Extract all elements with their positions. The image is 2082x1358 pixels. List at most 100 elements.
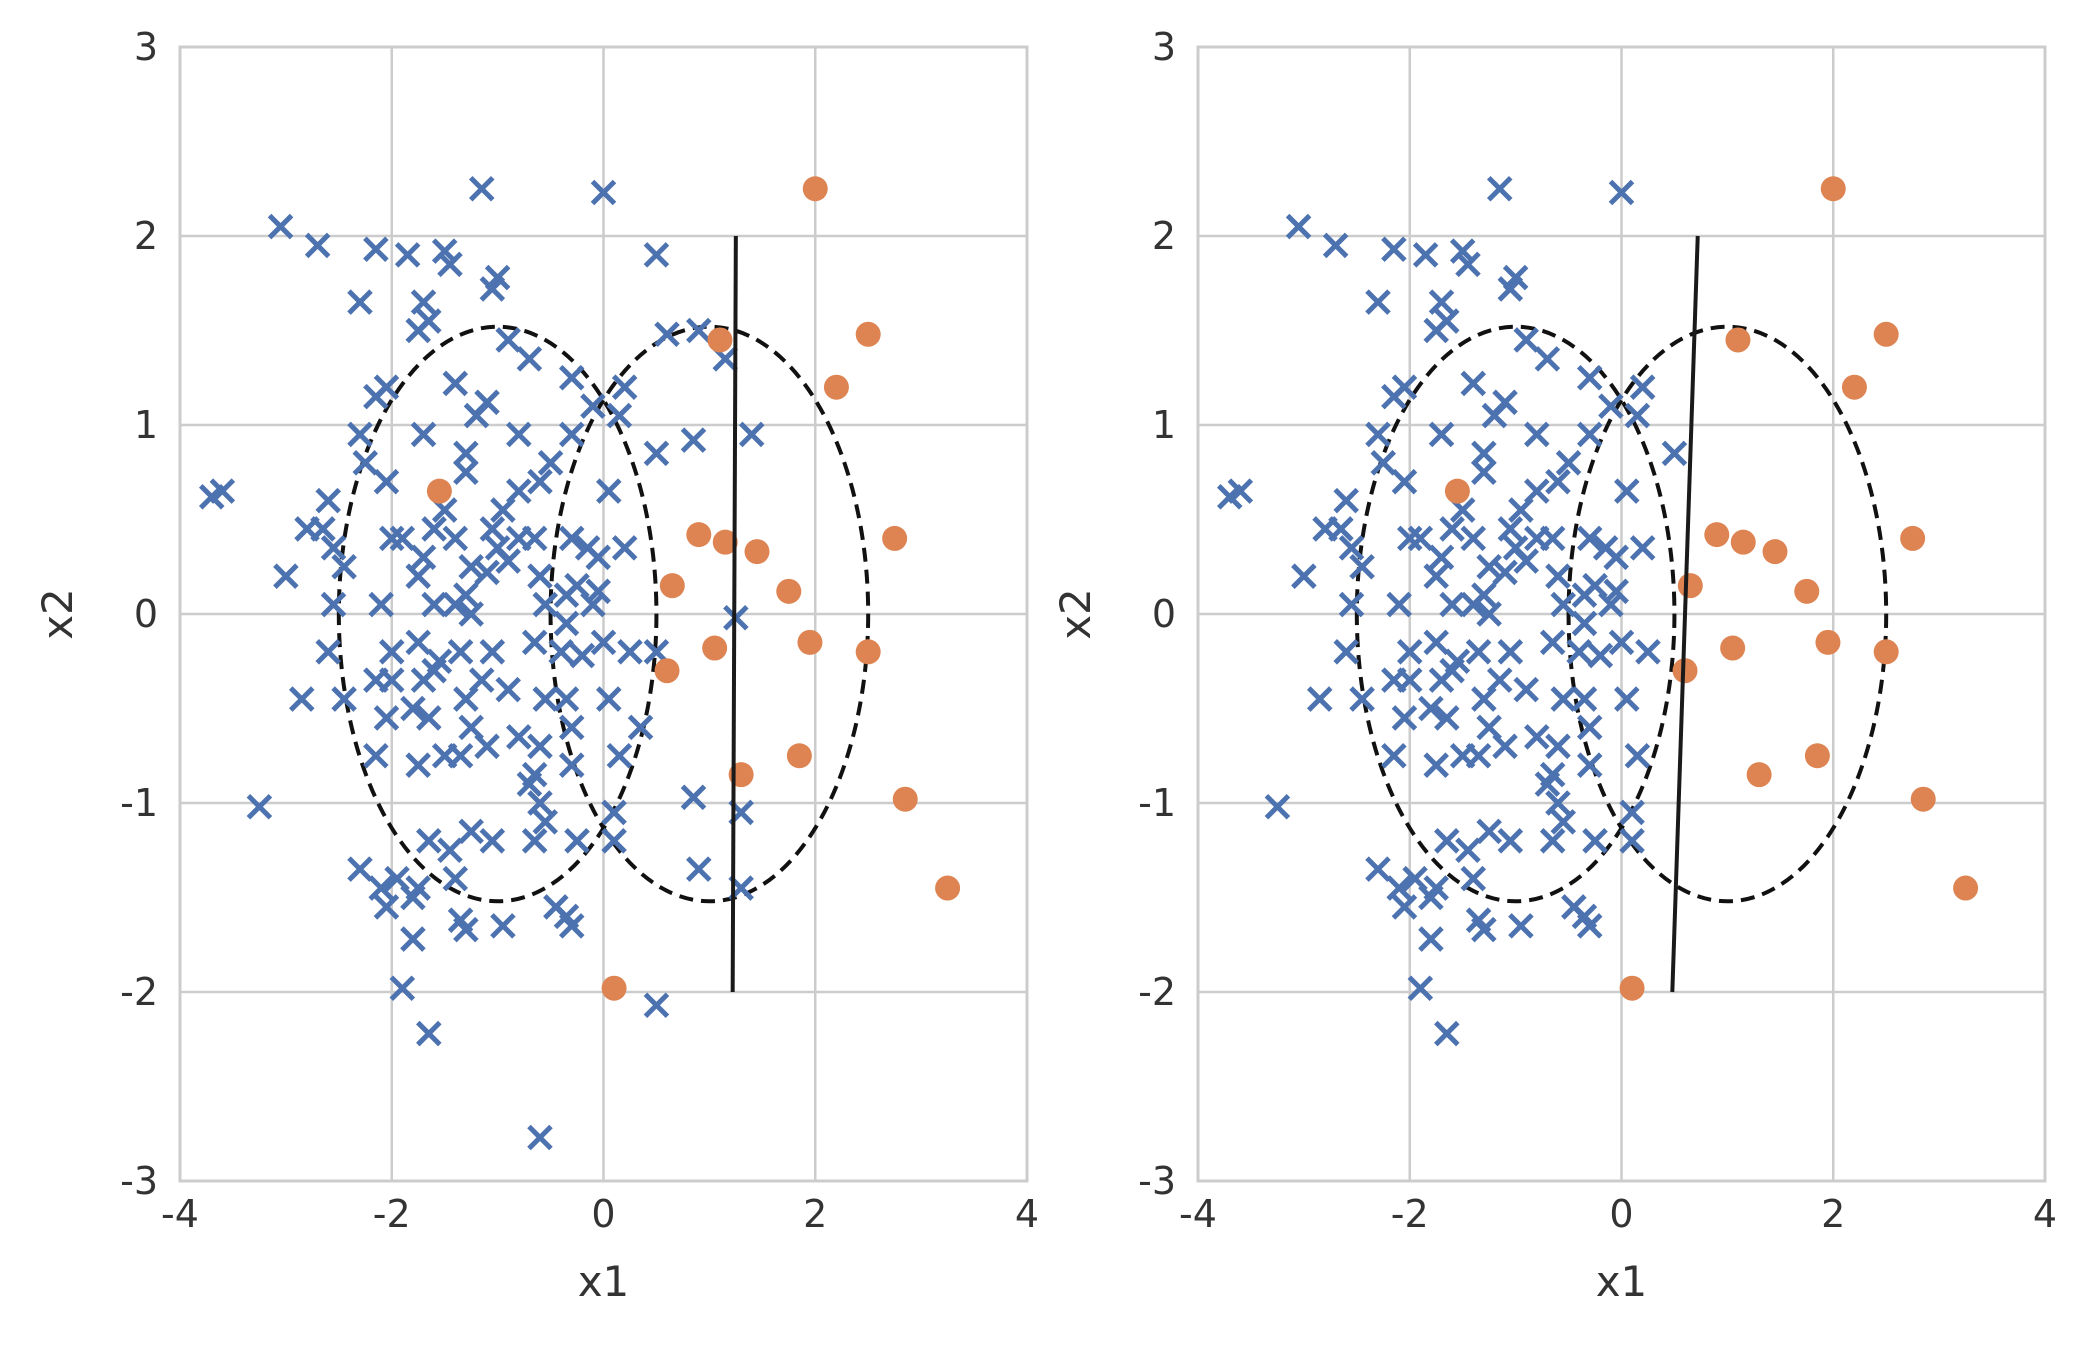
class-0-x-marker — [1291, 563, 1317, 589]
class-1-points — [1444, 176, 1979, 1001]
class-0-x-marker — [394, 242, 421, 268]
plot-area — [198, 175, 961, 1151]
class-0-x-marker — [209, 478, 236, 504]
class-0-x-marker — [378, 639, 405, 665]
class-0-x-marker — [442, 865, 469, 892]
class-0-x-marker — [246, 794, 273, 820]
class-0-x-marker — [331, 686, 357, 712]
y-tick-label: -1 — [1138, 781, 1176, 825]
class-0-x-marker — [1497, 516, 1524, 542]
class-0-x-marker — [506, 724, 532, 750]
y-tick-label: -1 — [120, 781, 158, 825]
class-0-x-marker — [627, 714, 654, 741]
x-tick-label: -4 — [1179, 1192, 1217, 1236]
left-scatter-panel: -4 -2 0 2 4 -3 -2 -1 0 1 2 3 x1 x2 — [33, 25, 1039, 1306]
class-1-dot-marker — [1746, 762, 1772, 788]
class-0-x-marker — [320, 591, 347, 618]
class-0-points — [1216, 175, 1688, 1047]
class-0-x-marker — [405, 317, 431, 344]
class-0-x-marker — [643, 440, 670, 467]
class-0-x-marker — [416, 705, 442, 731]
class-0-x-marker — [273, 563, 299, 589]
class-1-dot-marker — [802, 176, 828, 202]
class-0-x-marker — [1381, 742, 1407, 769]
class-0-x-marker — [347, 289, 373, 315]
class-1-dot-marker — [712, 529, 738, 555]
class-0-x-marker — [410, 544, 437, 571]
class-1-dot-marker — [654, 658, 680, 684]
class-0-x-marker — [521, 525, 548, 552]
class-0-x-marker — [1661, 440, 1688, 467]
class-0-x-marker — [1381, 236, 1407, 262]
class-0-x-marker — [558, 525, 585, 552]
class-0-x-marker — [1555, 450, 1582, 476]
y-tick-label: -2 — [1138, 970, 1176, 1014]
class-0-x-marker — [1508, 913, 1534, 939]
x-tick-label: -2 — [1391, 1192, 1429, 1236]
class-0-x-marker — [580, 591, 606, 618]
class-1-dot-marker — [797, 629, 823, 655]
class-0-x-marker — [1492, 733, 1518, 760]
class-1-dot-marker — [702, 635, 728, 661]
class-0-x-marker — [421, 516, 447, 542]
class-1-dot-marker — [823, 374, 849, 400]
class-0-x-marker — [1582, 828, 1608, 854]
class-1-dot-marker — [892, 786, 918, 812]
class-0-x-marker — [1550, 686, 1577, 712]
class-0-x-marker — [516, 771, 543, 797]
class-0-x-marker — [1439, 657, 1465, 684]
class-0-x-marker — [596, 686, 622, 712]
class-0-x-marker — [564, 828, 590, 854]
class-0-x-marker — [558, 913, 585, 939]
decision-boundary-line — [730, 235, 738, 993]
class-0-x-marker — [1545, 790, 1571, 816]
class-0-x-marker — [1396, 525, 1423, 552]
class-1-dot-marker — [855, 639, 881, 665]
y-axis-label: x2 — [33, 588, 82, 640]
class-0-x-marker — [310, 516, 336, 542]
class-0-x-marker — [378, 667, 405, 693]
class-0-x-marker — [601, 799, 627, 826]
class-0-x-marker — [389, 975, 416, 1001]
class-0-x-marker — [558, 752, 585, 778]
class-1-dot-marker — [1619, 975, 1645, 1001]
class-0-x-marker — [1603, 578, 1629, 605]
class-0-x-marker — [389, 525, 416, 552]
class-0-x-marker — [405, 563, 431, 589]
class-0-x-marker — [453, 440, 479, 467]
class-0-x-marker — [1486, 667, 1513, 693]
class-0-x-marker — [686, 856, 712, 882]
class-0-x-marker — [1571, 610, 1598, 637]
class-0-x-marker — [495, 676, 521, 703]
class-0-x-marker — [437, 251, 463, 278]
x-tick-label: -2 — [373, 1192, 411, 1236]
class-1-dot-marker — [1677, 573, 1703, 599]
class-0-x-marker — [405, 752, 431, 778]
class-0-x-marker — [1534, 346, 1561, 372]
class-0-x-marker — [1386, 591, 1412, 618]
class-0-x-marker — [1338, 535, 1365, 561]
class-0-x-marker — [1349, 686, 1375, 712]
class-0-x-marker — [1349, 553, 1375, 580]
class-0-x-marker — [1587, 642, 1614, 669]
class-1-dot-marker — [855, 321, 881, 347]
class-0-x-marker — [490, 913, 516, 939]
class-0-x-marker — [1391, 705, 1418, 731]
class-0-x-marker — [1396, 667, 1423, 693]
class-0-x-marker — [373, 705, 400, 731]
class-0-x-marker — [1635, 639, 1661, 665]
class-0-x-marker — [1439, 591, 1465, 618]
class-0-x-marker — [553, 686, 580, 712]
class-1-dot-marker — [1873, 321, 1899, 347]
class-1-dot-marker — [659, 573, 685, 599]
class-0-x-marker — [1629, 535, 1656, 561]
class-0-x-marker — [1629, 374, 1656, 400]
class-0-x-marker — [1460, 865, 1487, 892]
class-0-x-marker — [400, 926, 426, 952]
plot-frame — [1196, 45, 2047, 1183]
class-0-x-marker — [453, 916, 479, 943]
class-0-x-marker — [421, 591, 447, 618]
class-1-dot-marker — [882, 525, 908, 551]
class-0-x-marker — [479, 516, 506, 542]
class-0-x-marker — [1608, 629, 1635, 656]
